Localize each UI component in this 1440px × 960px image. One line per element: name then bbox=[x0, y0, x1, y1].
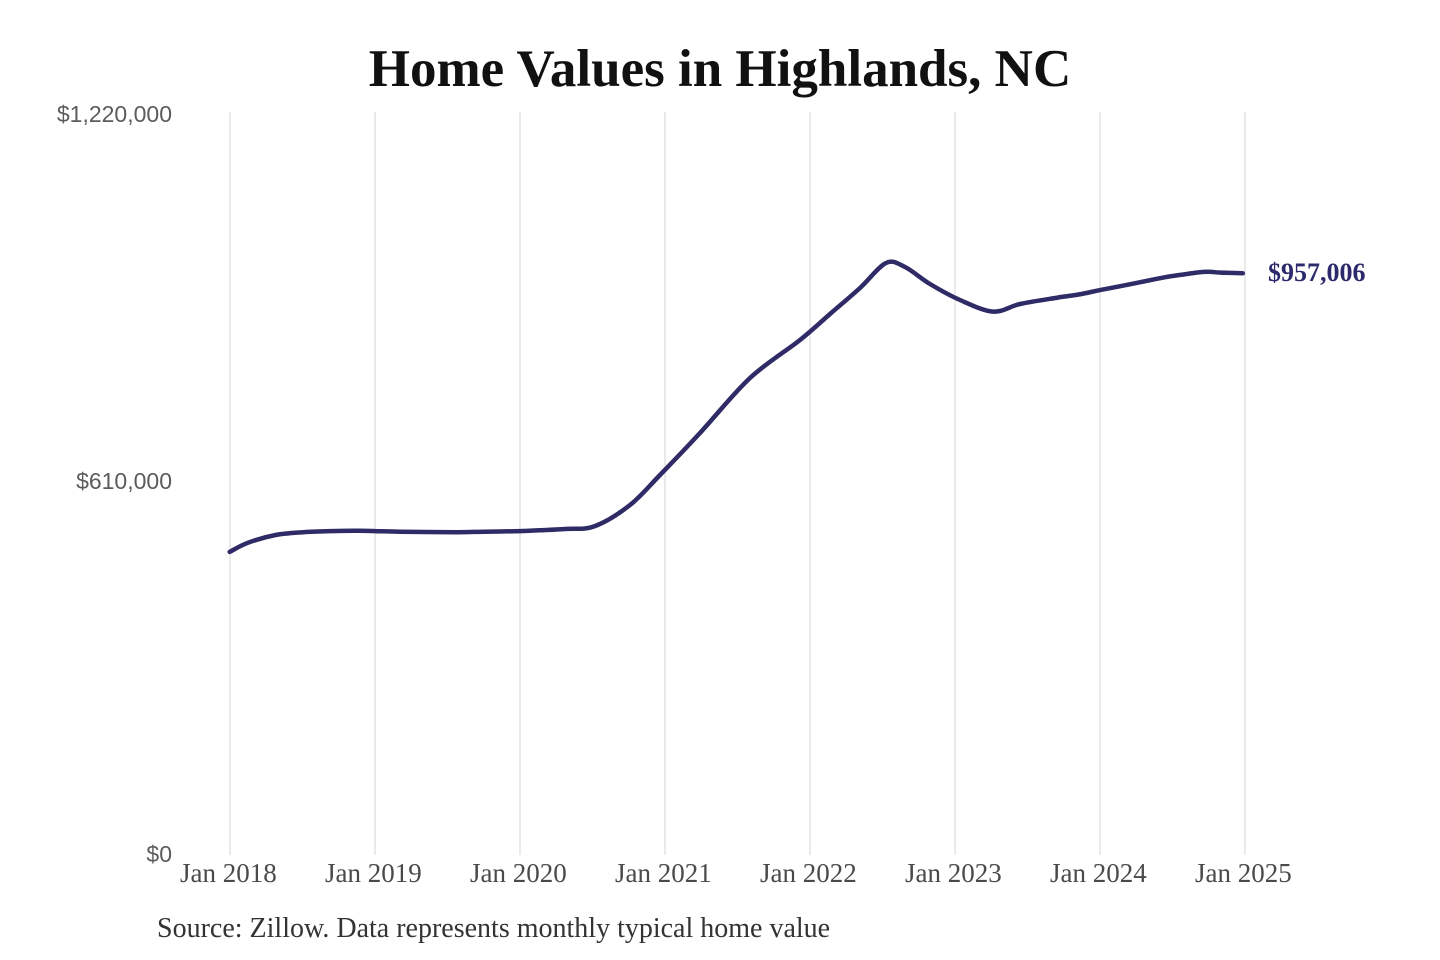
svg-text:Source: Zillow. Data represent: Source: Zillow. Data represents monthly … bbox=[157, 913, 830, 944]
svg-text:$610,000: $610,000 bbox=[76, 468, 172, 494]
svg-text:$957,006: $957,006 bbox=[1268, 258, 1366, 287]
svg-text:Jan 2025: Jan 2025 bbox=[1195, 858, 1292, 888]
svg-text:Jan 2021: Jan 2021 bbox=[615, 858, 712, 888]
svg-text:Jan 2024: Jan 2024 bbox=[1050, 858, 1147, 888]
svg-text:Jan 2023: Jan 2023 bbox=[905, 858, 1002, 888]
svg-text:Jan 2019: Jan 2019 bbox=[325, 858, 422, 888]
svg-text:Jan 2018: Jan 2018 bbox=[180, 858, 277, 888]
svg-text:Jan 2022: Jan 2022 bbox=[760, 858, 857, 888]
svg-text:$1,220,000: $1,220,000 bbox=[57, 101, 172, 127]
svg-text:$0: $0 bbox=[146, 841, 172, 867]
svg-text:Jan 2020: Jan 2020 bbox=[470, 858, 567, 888]
